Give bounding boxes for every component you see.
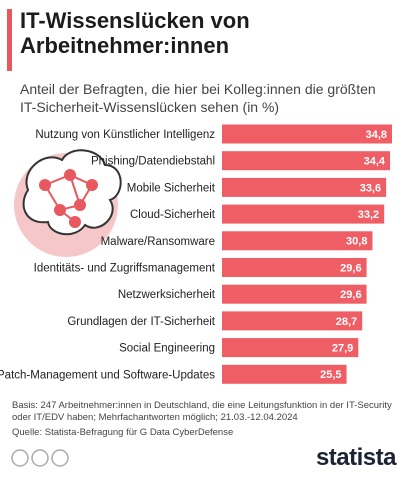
- brain-illustration: [14, 149, 122, 257]
- category-label: Cloud-Sicherheit: [130, 209, 216, 221]
- footnote: Basis: 247 Arbeitnehmer:innen in Deutsch…: [12, 400, 392, 423]
- bar: [222, 311, 363, 331]
- bar: [222, 151, 391, 171]
- value-label: 33,6: [360, 182, 381, 194]
- bar: [222, 124, 392, 144]
- network-node: [64, 169, 76, 181]
- bar: [222, 258, 367, 277]
- bar: [222, 284, 367, 304]
- category-label: Netzwerksicherheit: [118, 289, 216, 301]
- category-label: Nutzung von Künstlicher Intelligenz: [35, 129, 215, 141]
- title-accent: [7, 9, 12, 71]
- brain-outline: [22, 149, 122, 236]
- category-label: Malware/Ransomware: [101, 236, 215, 248]
- logo: statista: [315, 444, 397, 471]
- network-node: [74, 199, 86, 211]
- value-label: 33,2: [358, 209, 379, 221]
- value-label: 34,8: [366, 129, 387, 141]
- network-node: [39, 179, 51, 191]
- category-label: Social Engineering: [119, 343, 215, 355]
- nd-icon: [51, 449, 69, 467]
- category-label: Grundlagen der IT-Sicherheit: [67, 316, 215, 328]
- network-node: [69, 216, 81, 228]
- source: Quelle: Statista-Befragung für G Data Cy…: [12, 427, 234, 438]
- category-label: Phishing/Datendiebstahl: [91, 156, 215, 168]
- chart-subtitle: Anteil der Befragten, die hier bei Kolle…: [20, 81, 376, 115]
- value-label: 29,6: [340, 262, 361, 274]
- cc-icon: [11, 449, 29, 467]
- category-label: Identitäts- und Zugriffsmanagement: [34, 263, 216, 275]
- license-icons: [11, 449, 69, 467]
- network-node: [86, 179, 98, 191]
- value-label: 28,7: [336, 316, 357, 328]
- by-icon: [31, 449, 49, 467]
- bar: [222, 204, 385, 224]
- bar: [222, 231, 373, 251]
- value-label: 27,9: [332, 343, 353, 355]
- bar: [222, 177, 387, 197]
- network-node: [54, 204, 66, 216]
- value-label: 34,4: [364, 156, 386, 168]
- chart-title: IT-Wissenslücken von Arbeitnehmer:innen: [20, 8, 250, 58]
- value-label: 25,5: [320, 369, 341, 381]
- bar: [222, 338, 359, 358]
- category-label: Patch-Management und Software-Updates: [0, 369, 215, 381]
- value-label: 30,8: [346, 236, 367, 248]
- category-label: Mobile Sicherheit: [127, 182, 216, 194]
- bar: [222, 364, 347, 384]
- value-label: 29,6: [340, 289, 361, 301]
